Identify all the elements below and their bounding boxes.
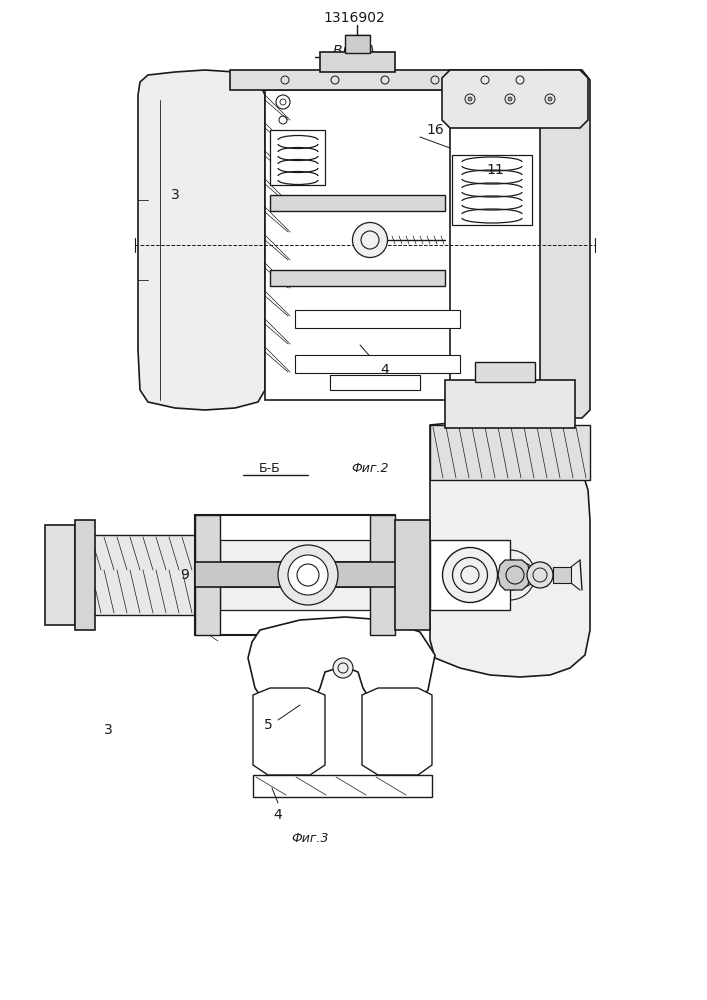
Bar bbox=[320, 52, 395, 72]
Text: 4: 4 bbox=[274, 808, 282, 822]
Ellipse shape bbox=[333, 658, 353, 678]
Bar bbox=[445, 380, 575, 428]
Text: 1316902: 1316902 bbox=[323, 11, 385, 25]
Bar bbox=[220, 540, 370, 610]
Bar bbox=[553, 567, 571, 583]
Ellipse shape bbox=[443, 548, 498, 602]
Bar bbox=[195, 515, 395, 635]
Bar bbox=[230, 70, 580, 90]
Bar bbox=[75, 520, 95, 630]
Bar bbox=[295, 310, 460, 328]
Polygon shape bbox=[362, 688, 432, 775]
Bar bbox=[270, 195, 445, 211]
Text: Фиг.2: Фиг.2 bbox=[351, 462, 389, 475]
Ellipse shape bbox=[548, 97, 552, 101]
Bar bbox=[395, 520, 430, 630]
Polygon shape bbox=[138, 70, 265, 410]
Ellipse shape bbox=[353, 223, 387, 257]
Bar bbox=[295, 355, 460, 373]
Polygon shape bbox=[498, 560, 530, 590]
Text: 4: 4 bbox=[380, 363, 390, 377]
Text: 9: 9 bbox=[180, 568, 189, 582]
Polygon shape bbox=[442, 70, 588, 128]
Ellipse shape bbox=[508, 97, 512, 101]
Ellipse shape bbox=[288, 555, 328, 595]
Bar bbox=[45, 525, 75, 625]
Text: 3: 3 bbox=[104, 723, 112, 737]
Ellipse shape bbox=[468, 97, 472, 101]
Bar bbox=[345, 35, 370, 53]
Text: 11: 11 bbox=[486, 163, 504, 177]
Bar bbox=[270, 130, 325, 185]
Polygon shape bbox=[248, 617, 435, 718]
Bar bbox=[195, 562, 515, 587]
Polygon shape bbox=[195, 515, 220, 635]
Text: 16: 16 bbox=[426, 123, 444, 137]
Polygon shape bbox=[253, 688, 325, 775]
Text: Б-Б: Б-Б bbox=[259, 462, 281, 475]
Bar bbox=[75, 535, 210, 615]
Polygon shape bbox=[370, 515, 395, 635]
Text: Вид А: Вид А bbox=[333, 43, 375, 57]
Polygon shape bbox=[540, 70, 590, 418]
Bar bbox=[330, 375, 420, 390]
Bar bbox=[430, 540, 510, 610]
Polygon shape bbox=[430, 425, 590, 480]
Text: Фиг.3: Фиг.3 bbox=[291, 832, 329, 844]
Bar bbox=[265, 90, 450, 400]
Bar bbox=[270, 270, 445, 286]
Bar bbox=[253, 775, 432, 797]
Ellipse shape bbox=[527, 562, 553, 588]
Text: 5: 5 bbox=[264, 718, 272, 732]
Ellipse shape bbox=[278, 545, 338, 605]
Bar bbox=[452, 155, 532, 225]
Polygon shape bbox=[430, 420, 590, 677]
Bar bbox=[475, 362, 535, 382]
Text: 3: 3 bbox=[170, 188, 180, 202]
